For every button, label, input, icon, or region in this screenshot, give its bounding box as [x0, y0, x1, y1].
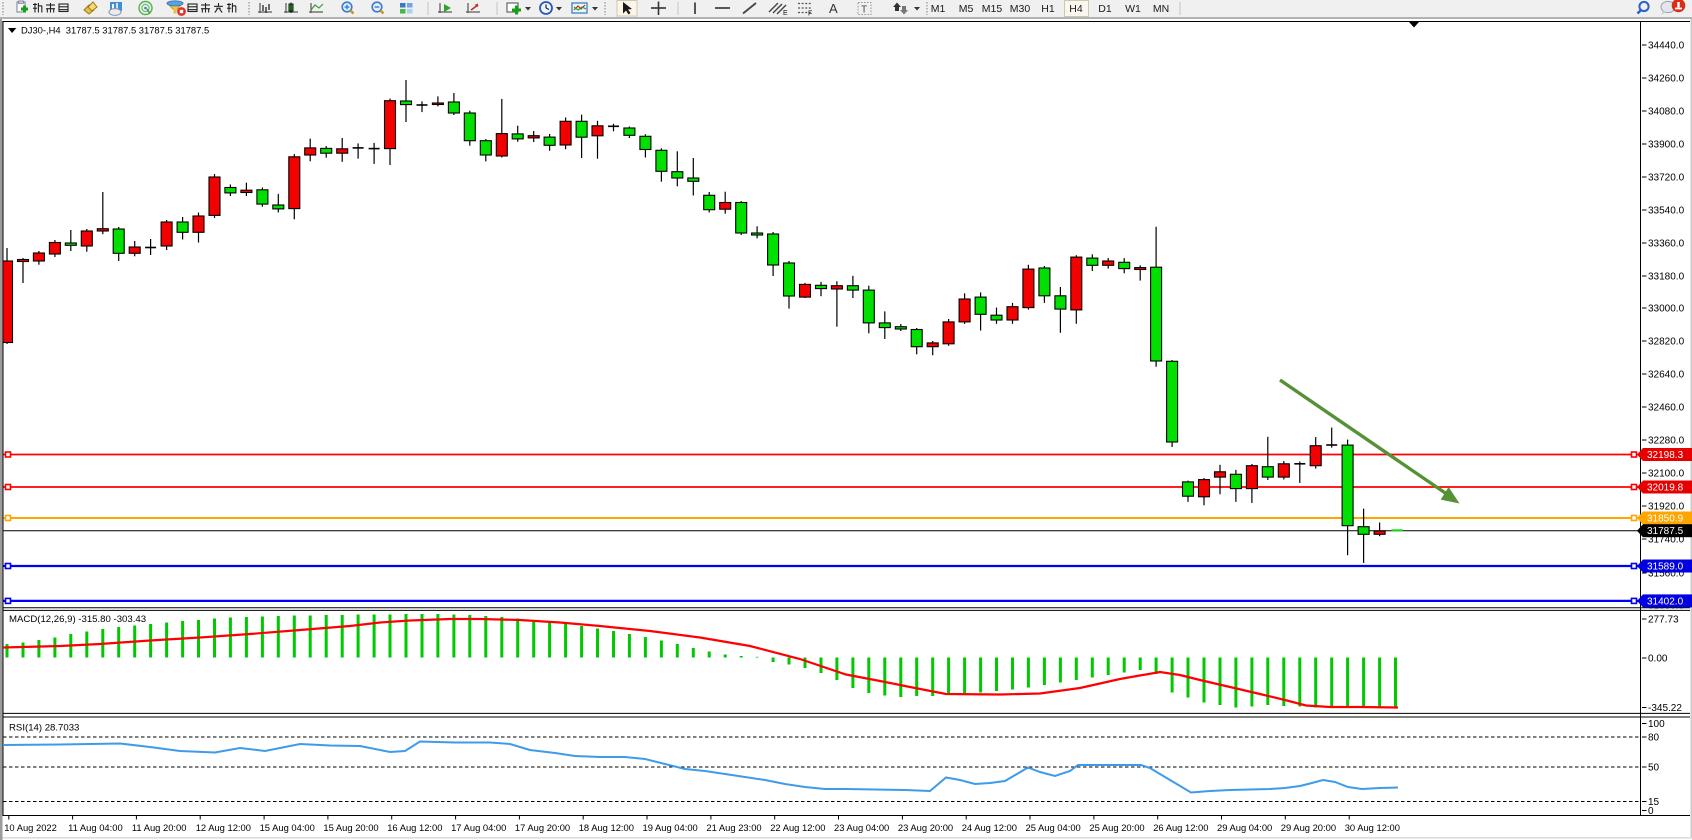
svg-text:-345.22: -345.22	[1648, 703, 1682, 714]
svg-text:80: 80	[1648, 733, 1660, 744]
svg-text:31740.0: 31740.0	[1648, 535, 1685, 546]
svg-text:W1: W1	[1125, 3, 1141, 15]
svg-text:34440.0: 34440.0	[1648, 41, 1685, 52]
svg-text:31920.0: 31920.0	[1648, 502, 1685, 513]
svg-text:M1: M1	[931, 3, 946, 15]
svg-text:32820.0: 32820.0	[1648, 337, 1685, 348]
svg-text:0: 0	[1648, 806, 1654, 817]
svg-text:33180.0: 33180.0	[1648, 272, 1685, 283]
svg-text:33720.0: 33720.0	[1648, 173, 1685, 184]
svg-text:11 Aug 20:00: 11 Aug 20:00	[132, 822, 187, 833]
svg-text:25 Aug 20:00: 25 Aug 20:00	[1089, 822, 1144, 833]
svg-text:17 Aug 04:00: 17 Aug 04:00	[451, 822, 506, 833]
svg-text:M15: M15	[982, 3, 1003, 15]
svg-text:15: 15	[1648, 797, 1660, 808]
svg-text:31589.0: 31589.0	[1647, 562, 1684, 573]
svg-text:33900.0: 33900.0	[1648, 140, 1685, 151]
svg-text:33540.0: 33540.0	[1648, 206, 1685, 217]
svg-text:29 Aug 04:00: 29 Aug 04:00	[1217, 822, 1272, 833]
svg-text:31850.9: 31850.9	[1647, 514, 1684, 525]
svg-text:A: A	[829, 1, 838, 16]
svg-text:33000.0: 33000.0	[1648, 304, 1685, 315]
svg-text:32280.0: 32280.0	[1648, 436, 1685, 447]
svg-text:MACD(12,26,9) -315.80 -303.43: MACD(12,26,9) -315.80 -303.43	[9, 614, 146, 625]
svg-text:23 Aug 20:00: 23 Aug 20:00	[898, 822, 953, 833]
svg-text:32460.0: 32460.0	[1648, 403, 1685, 414]
svg-text:RSI(14) 28.7033: RSI(14) 28.7033	[9, 723, 79, 734]
svg-text:32019.8: 32019.8	[1647, 483, 1684, 494]
svg-text:0.00: 0.00	[1648, 654, 1668, 665]
svg-text:34080.0: 34080.0	[1648, 107, 1685, 118]
svg-text:31787.5: 31787.5	[1647, 526, 1684, 537]
svg-text:10 Aug 2022: 10 Aug 2022	[4, 822, 57, 833]
svg-text:T: T	[861, 5, 867, 16]
svg-text:DJ30-,H4 31787.5 31787.5 3178: DJ30-,H4 31787.5 31787.5 31787.5 31787.5	[21, 25, 209, 36]
svg-text:32100.0: 32100.0	[1648, 469, 1685, 480]
svg-text:15 Aug 04:00: 15 Aug 04:00	[260, 822, 315, 833]
svg-text:32640.0: 32640.0	[1648, 370, 1685, 381]
svg-text:12 Aug 12:00: 12 Aug 12:00	[196, 822, 251, 833]
svg-text:17 Aug 20:00: 17 Aug 20:00	[515, 822, 570, 833]
svg-text:25 Aug 04:00: 25 Aug 04:00	[1026, 822, 1081, 833]
svg-text:16 Aug 12:00: 16 Aug 12:00	[387, 822, 442, 833]
svg-text:15 Aug 20:00: 15 Aug 20:00	[323, 822, 378, 833]
svg-text:18 Aug 12:00: 18 Aug 12:00	[579, 822, 634, 833]
svg-text:30 Aug 12:00: 30 Aug 12:00	[1345, 822, 1400, 833]
svg-text:29 Aug 20:00: 29 Aug 20:00	[1281, 822, 1336, 833]
svg-text:22 Aug 12:00: 22 Aug 12:00	[770, 822, 825, 833]
svg-text:E: E	[783, 10, 788, 17]
svg-text:277.73: 277.73	[1648, 615, 1679, 626]
svg-text:50: 50	[1648, 763, 1660, 774]
svg-text:MN: MN	[1153, 3, 1169, 15]
svg-text:M5: M5	[959, 3, 974, 15]
svg-text:11 Aug 04:00: 11 Aug 04:00	[68, 822, 123, 833]
svg-text:32198.3: 32198.3	[1647, 450, 1684, 461]
svg-text:100: 100	[1648, 719, 1665, 730]
svg-text:F: F	[808, 11, 812, 18]
svg-text:24 Aug 12:00: 24 Aug 12:00	[962, 822, 1017, 833]
svg-text:H4: H4	[1069, 3, 1083, 15]
svg-text:34260.0: 34260.0	[1648, 74, 1685, 85]
svg-text:23 Aug 04:00: 23 Aug 04:00	[834, 822, 889, 833]
svg-text:31560.0: 31560.0	[1648, 569, 1685, 580]
svg-text:26 Aug 12:00: 26 Aug 12:00	[1153, 822, 1208, 833]
svg-text:H1: H1	[1041, 3, 1055, 15]
svg-text:33360.0: 33360.0	[1648, 239, 1685, 250]
svg-text:M30: M30	[1010, 3, 1031, 15]
svg-text:19 Aug 04:00: 19 Aug 04:00	[643, 822, 698, 833]
svg-text:21 Aug 23:00: 21 Aug 23:00	[706, 822, 761, 833]
svg-text:D1: D1	[1098, 3, 1112, 15]
svg-text:31402.0: 31402.0	[1647, 596, 1684, 607]
